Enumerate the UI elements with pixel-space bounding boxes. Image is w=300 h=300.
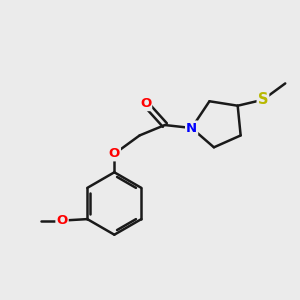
Text: N: N — [186, 122, 197, 134]
Text: O: O — [56, 214, 68, 227]
Text: O: O — [140, 97, 151, 110]
Text: S: S — [258, 92, 268, 107]
Text: O: O — [109, 147, 120, 161]
